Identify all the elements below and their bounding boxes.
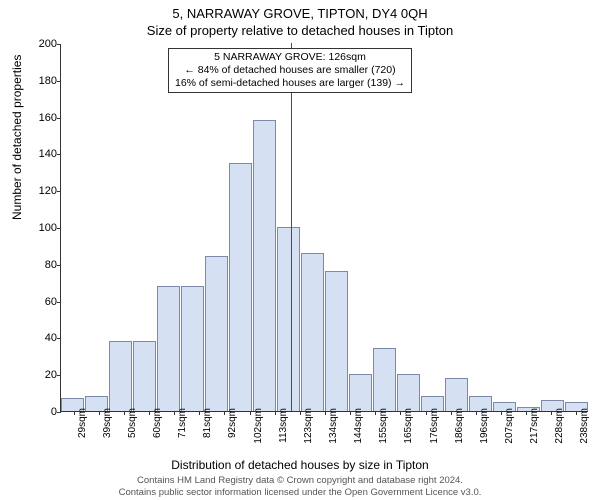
annotation-line: 16% of semi-detached houses are larger (… bbox=[175, 77, 405, 90]
annotation-box: 5 NARRAWAY GROVE: 126sqm← 84% of detache… bbox=[168, 48, 412, 93]
x-tick-mark bbox=[350, 411, 351, 415]
x-tick-mark bbox=[99, 411, 100, 415]
x-tick-label: 71sqm bbox=[177, 408, 188, 438]
histogram-bar bbox=[301, 253, 324, 411]
y-tick-mark bbox=[57, 118, 61, 119]
y-tick-mark bbox=[57, 81, 61, 82]
y-tick-label: 120 bbox=[27, 185, 57, 197]
y-tick-mark bbox=[57, 191, 61, 192]
annotation-line: ← 84% of detached houses are smaller (72… bbox=[175, 64, 405, 77]
x-tick-label: 60sqm bbox=[152, 408, 163, 438]
y-tick-label: 0 bbox=[27, 406, 57, 418]
y-tick-label: 40 bbox=[27, 332, 57, 344]
y-tick-label: 200 bbox=[27, 38, 57, 50]
x-tick-label: 123sqm bbox=[303, 408, 314, 444]
x-tick-mark bbox=[476, 411, 477, 415]
histogram-bar bbox=[133, 341, 156, 411]
histogram-bar bbox=[205, 256, 228, 411]
histogram-bar bbox=[445, 378, 468, 411]
x-tick-mark bbox=[451, 411, 452, 415]
x-tick-label: 102sqm bbox=[253, 408, 264, 444]
y-tick-mark bbox=[57, 412, 61, 413]
x-tick-mark bbox=[74, 411, 75, 415]
x-tick-mark bbox=[124, 411, 125, 415]
x-tick-label: 134sqm bbox=[328, 408, 339, 444]
footer-line-2: Contains public sector information licen… bbox=[0, 487, 600, 498]
histogram-bar bbox=[349, 374, 372, 411]
x-tick-mark bbox=[275, 411, 276, 415]
chart-header: 5, NARRAWAY GROVE, TIPTON, DY4 0QH Size … bbox=[0, 0, 600, 38]
y-tick-label: 100 bbox=[27, 222, 57, 234]
y-tick-mark bbox=[57, 375, 61, 376]
x-tick-mark bbox=[400, 411, 401, 415]
y-tick-label: 20 bbox=[27, 369, 57, 381]
histogram-bar bbox=[181, 286, 204, 411]
x-tick-label: 113sqm bbox=[278, 408, 289, 443]
x-tick-label: 217sqm bbox=[529, 408, 540, 444]
annotation-line: 5 NARRAWAY GROVE: 126sqm bbox=[175, 51, 405, 64]
x-tick-mark bbox=[576, 411, 577, 415]
y-tick-label: 180 bbox=[27, 75, 57, 87]
x-tick-mark bbox=[199, 411, 200, 415]
y-tick-mark bbox=[57, 338, 61, 339]
x-tick-label: 176sqm bbox=[429, 408, 440, 444]
histogram-bar bbox=[373, 348, 396, 411]
x-tick-label: 186sqm bbox=[454, 408, 465, 444]
x-tick-mark bbox=[551, 411, 552, 415]
x-tick-mark bbox=[174, 411, 175, 415]
histogram-bar bbox=[229, 163, 252, 411]
y-tick-mark bbox=[57, 228, 61, 229]
x-tick-label: 155sqm bbox=[378, 408, 389, 444]
x-tick-mark bbox=[426, 411, 427, 415]
chart-subtitle: Size of property relative to detached ho… bbox=[0, 23, 600, 38]
footer-line-1: Contains HM Land Registry data © Crown c… bbox=[0, 475, 600, 486]
x-tick-mark bbox=[149, 411, 150, 415]
footer-attribution: Contains HM Land Registry data © Crown c… bbox=[0, 475, 600, 498]
x-tick-label: 29sqm bbox=[77, 408, 88, 438]
y-tick-mark bbox=[57, 302, 61, 303]
x-tick-label: 228sqm bbox=[554, 408, 565, 444]
x-tick-mark bbox=[300, 411, 301, 415]
x-tick-mark bbox=[250, 411, 251, 415]
histogram-bar bbox=[109, 341, 132, 411]
y-axis-label: Number of detached properties bbox=[10, 55, 24, 220]
y-tick-label: 80 bbox=[27, 259, 57, 271]
x-tick-mark bbox=[526, 411, 527, 415]
y-tick-mark bbox=[57, 265, 61, 266]
address-title: 5, NARRAWAY GROVE, TIPTON, DY4 0QH bbox=[0, 6, 600, 21]
x-tick-label: 81sqm bbox=[202, 408, 213, 438]
y-tick-label: 60 bbox=[27, 296, 57, 308]
x-tick-label: 207sqm bbox=[504, 408, 515, 444]
x-tick-label: 196sqm bbox=[479, 408, 490, 444]
x-tick-label: 238sqm bbox=[579, 408, 590, 444]
marker-line bbox=[291, 43, 292, 411]
y-tick-mark bbox=[57, 154, 61, 155]
y-tick-mark bbox=[57, 44, 61, 45]
histogram-bar bbox=[325, 271, 348, 411]
y-tick-label: 160 bbox=[27, 112, 57, 124]
x-tick-mark bbox=[325, 411, 326, 415]
plot-region: 02040608010012014016018020029sqm39sqm50s… bbox=[60, 44, 588, 412]
histogram-bar bbox=[277, 227, 300, 411]
chart-area: 02040608010012014016018020029sqm39sqm50s… bbox=[60, 44, 588, 412]
x-tick-label: 92sqm bbox=[227, 408, 238, 438]
histogram-bar bbox=[253, 120, 276, 411]
x-axis-label: Distribution of detached houses by size … bbox=[0, 458, 600, 472]
x-tick-label: 144sqm bbox=[353, 408, 364, 444]
x-tick-label: 165sqm bbox=[403, 408, 414, 444]
x-tick-mark bbox=[224, 411, 225, 415]
x-tick-mark bbox=[375, 411, 376, 415]
histogram-bar bbox=[397, 374, 420, 411]
histogram-bar bbox=[157, 286, 180, 411]
x-tick-label: 39sqm bbox=[102, 408, 113, 438]
x-tick-mark bbox=[501, 411, 502, 415]
y-tick-label: 140 bbox=[27, 148, 57, 160]
x-tick-label: 50sqm bbox=[127, 408, 138, 438]
